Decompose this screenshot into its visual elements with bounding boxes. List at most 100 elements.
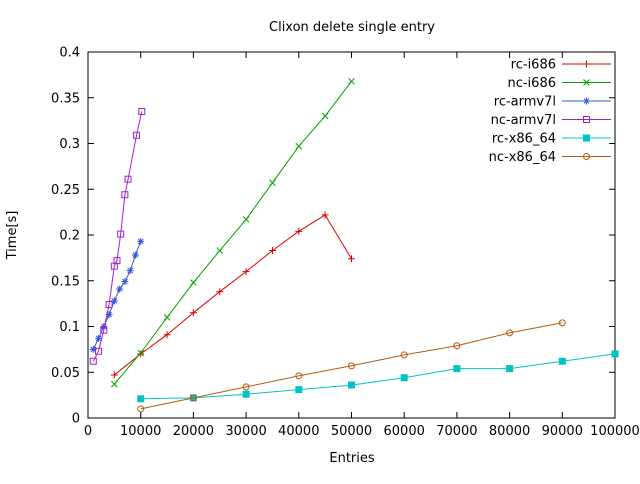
x-tick-label: 100000 <box>590 424 640 439</box>
cross-marker-icon <box>242 216 250 223</box>
asterisk-marker-icon <box>583 97 590 105</box>
square-filled-marker-icon <box>506 365 514 373</box>
legend-entry-rc-x86_64: rc-x86_64 <box>492 132 611 147</box>
square-filled-marker-icon <box>400 374 408 382</box>
y-tick-label: 0.05 <box>51 366 80 381</box>
x-tick-label: 0 <box>84 424 92 439</box>
x-tick-label: 90000 <box>542 424 583 439</box>
y-tick-label: 0.3 <box>59 137 80 152</box>
asterisk-marker-icon <box>131 251 139 259</box>
x-ticks: 0 10000 20000 30000 40000 50000 60000 70000 8000… <box>84 52 640 439</box>
y-tick-label: 0.35 <box>51 91 80 106</box>
y-ticks: 0 0.05 0.1 0.15 0.2 0.25 0.3 0.35 0.4 <box>51 46 615 427</box>
y-tick-label: 0 <box>72 412 80 427</box>
circle-open-marker-icon <box>558 319 566 327</box>
series-rc-i686 <box>110 211 355 379</box>
x-tick-label: 40000 <box>278 424 319 439</box>
legend-label: rc-i686 <box>511 58 556 73</box>
x-axis-label: Entries <box>329 451 375 466</box>
x-tick-label: 70000 <box>436 424 477 439</box>
plus-marker-icon <box>216 288 224 296</box>
cross-marker-icon <box>190 279 197 286</box>
asterisk-marker-icon <box>100 323 108 330</box>
square-open-marker-icon <box>124 175 132 183</box>
square-open-marker-icon <box>89 357 97 365</box>
series-line <box>140 322 563 410</box>
cross-marker-icon <box>348 77 355 85</box>
plus-marker-icon <box>163 331 171 339</box>
asterisk-marker-icon <box>105 311 113 319</box>
circle-open-marker-icon <box>295 372 303 380</box>
square-open-marker-icon <box>113 257 121 265</box>
legend-entry-nc-x86_64: nc-x86_64 <box>489 150 611 165</box>
cross-marker-icon <box>321 112 329 120</box>
asterisk-marker-icon <box>137 237 145 245</box>
x-tick-label: 10000 <box>120 424 161 439</box>
y-tick-label: 0.15 <box>51 274 80 289</box>
plus-marker-icon <box>268 247 276 255</box>
square-filled-marker-icon <box>295 386 303 394</box>
circle-open-marker-icon <box>189 394 197 402</box>
asterisk-marker-icon <box>95 334 103 342</box>
asterisk-marker-icon <box>89 345 97 353</box>
square-filled-marker-icon <box>558 357 566 365</box>
legend-label: rc-x86_64 <box>492 132 556 147</box>
cross-marker-icon <box>216 247 224 254</box>
legend-label: nc-x86_64 <box>489 150 556 165</box>
circle-open-marker-icon <box>137 405 145 413</box>
cross-marker-icon <box>269 179 276 187</box>
x-tick-label: 30000 <box>225 424 266 439</box>
asterisk-marker-icon <box>121 278 129 286</box>
square-open-marker-icon <box>100 326 108 334</box>
series-nc-i686 <box>111 77 355 388</box>
series-nc-x86_64 <box>137 319 566 413</box>
square-filled-marker-icon <box>453 365 461 373</box>
legend-label: rc-armv7l <box>494 95 556 110</box>
series-line <box>113 80 352 385</box>
asterisk-marker-icon <box>126 267 134 275</box>
x-tick-label: 50000 <box>331 424 372 439</box>
cross-marker-icon <box>295 142 303 150</box>
square-open-marker-icon <box>132 131 140 139</box>
square-filled-marker-icon <box>611 350 619 358</box>
cross-marker-icon <box>583 79 590 86</box>
x-tick-label: 20000 <box>173 424 214 439</box>
square-filled-marker-icon <box>583 134 590 142</box>
square-open-marker-icon <box>95 347 103 355</box>
series-rc-armv7l <box>89 237 145 353</box>
series-line <box>113 214 352 376</box>
legend-entry-rc-armv7l: rc-armv7l <box>494 95 611 110</box>
asterisk-marker-icon <box>110 297 118 305</box>
x-tick-label: 60000 <box>384 424 425 439</box>
y-axis-label: Time[s] <box>5 211 20 261</box>
circle-open-marker-icon <box>348 362 355 370</box>
series-nc-armv7l <box>89 107 146 365</box>
plus-marker-icon <box>583 60 590 68</box>
series-line <box>92 111 143 362</box>
series-line <box>140 353 616 400</box>
square-filled-marker-icon <box>137 395 145 403</box>
plus-marker-icon <box>137 350 145 358</box>
legend-entry-rc-i686: rc-i686 <box>511 58 611 73</box>
plus-marker-icon <box>189 309 197 317</box>
y-tick-label: 0.1 <box>59 320 80 335</box>
plus-marker-icon <box>242 268 250 276</box>
cross-marker-icon <box>137 349 145 357</box>
circle-open-marker-icon <box>400 351 408 359</box>
plus-marker-icon <box>321 211 329 219</box>
series-rc-x86_64 <box>137 350 619 403</box>
plus-marker-icon <box>295 227 303 235</box>
cross-marker-icon <box>163 314 171 321</box>
square-open-marker-icon <box>121 191 129 199</box>
plus-marker-icon <box>110 371 118 379</box>
cross-marker-icon <box>111 380 118 388</box>
legend: rc-i686 nc-i686 rc-armv7l nc-armv7l rc-x86_6… <box>489 58 611 165</box>
y-tick-label: 0.4 <box>59 46 80 61</box>
asterisk-marker-icon <box>116 285 124 293</box>
circle-open-marker-icon <box>583 153 590 160</box>
plus-marker-icon <box>348 255 355 263</box>
circle-open-marker-icon <box>242 383 250 391</box>
square-open-marker-icon <box>583 116 590 123</box>
